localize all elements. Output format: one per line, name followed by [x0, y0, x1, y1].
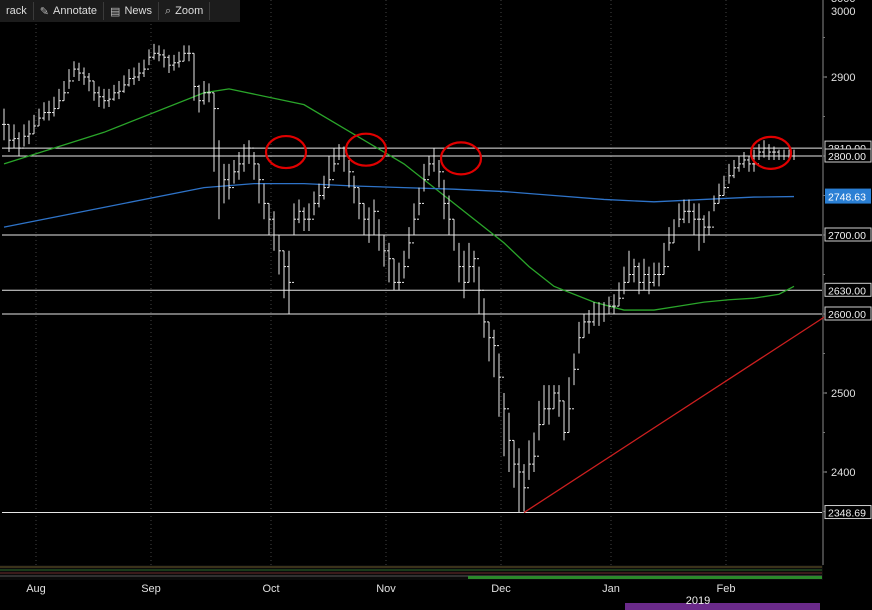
red-circle-annotation: [344, 132, 388, 167]
last-price-tag: [825, 188, 871, 204]
level-tag-box: [824, 282, 872, 297]
trendline: [523, 313, 830, 514]
level-tag-label: 2800.00: [828, 151, 866, 163]
level-tag-label: 2348.69: [828, 508, 866, 520]
overview-window: [468, 576, 822, 579]
level-tag-box: [824, 227, 872, 242]
zoom-icon: ⌕: [164, 4, 172, 17]
x-month-label: Jan: [602, 583, 620, 595]
red-circle-annotation: [749, 135, 793, 170]
y-tick-label: 3000: [831, 6, 855, 18]
moving-average-line: [3, 88, 795, 311]
y-tick-label: 2900: [831, 72, 855, 84]
last-price-label: 2748.63: [828, 192, 866, 204]
year-bar: [625, 603, 820, 610]
moving-average-line: [3, 182, 795, 228]
level-tag-label: 2600.00: [828, 309, 866, 321]
level-tag-box: [824, 505, 872, 520]
chart-toolbar: rack ✎ Annotate ▤ News ⌕ Zoom: [0, 0, 240, 22]
level-tag-label: 2630.00: [828, 285, 866, 297]
level-tag-box: [824, 148, 872, 163]
y-tick-label: 3000: [831, 0, 855, 5]
red-circle-annotation: [264, 134, 308, 170]
toolbar-item-label: Annotate: [53, 5, 98, 17]
pencil-icon: ✎: [39, 5, 49, 18]
x-month-label: Aug: [26, 583, 46, 595]
x-month-label: Feb: [717, 583, 736, 595]
toolbar-item-label: Zoom: [175, 5, 204, 17]
x-year-label: 2019: [686, 595, 710, 607]
y-tick-label: 2400: [831, 467, 855, 479]
x-month-label: Sep: [141, 583, 161, 595]
news-icon: ▤: [110, 5, 121, 18]
news-button[interactable]: ▤ News: [104, 2, 159, 20]
x-month-label: Nov: [376, 583, 396, 595]
x-month-label: Oct: [262, 583, 279, 595]
y-tick-label: 2500: [831, 388, 855, 400]
zoom-button[interactable]: ⌕ Zoom: [159, 2, 211, 20]
red-circle-annotation: [439, 141, 483, 176]
x-month-label: Dec: [491, 583, 511, 595]
level-tag-box: [824, 306, 872, 321]
toolbar-item-label: News: [124, 5, 152, 17]
level-tag-label: 2700.00: [828, 230, 866, 242]
track-button[interactable]: rack: [0, 2, 34, 20]
annotate-button[interactable]: ✎ Annotate: [34, 2, 105, 20]
toolbar-item-label: rack: [6, 5, 27, 17]
